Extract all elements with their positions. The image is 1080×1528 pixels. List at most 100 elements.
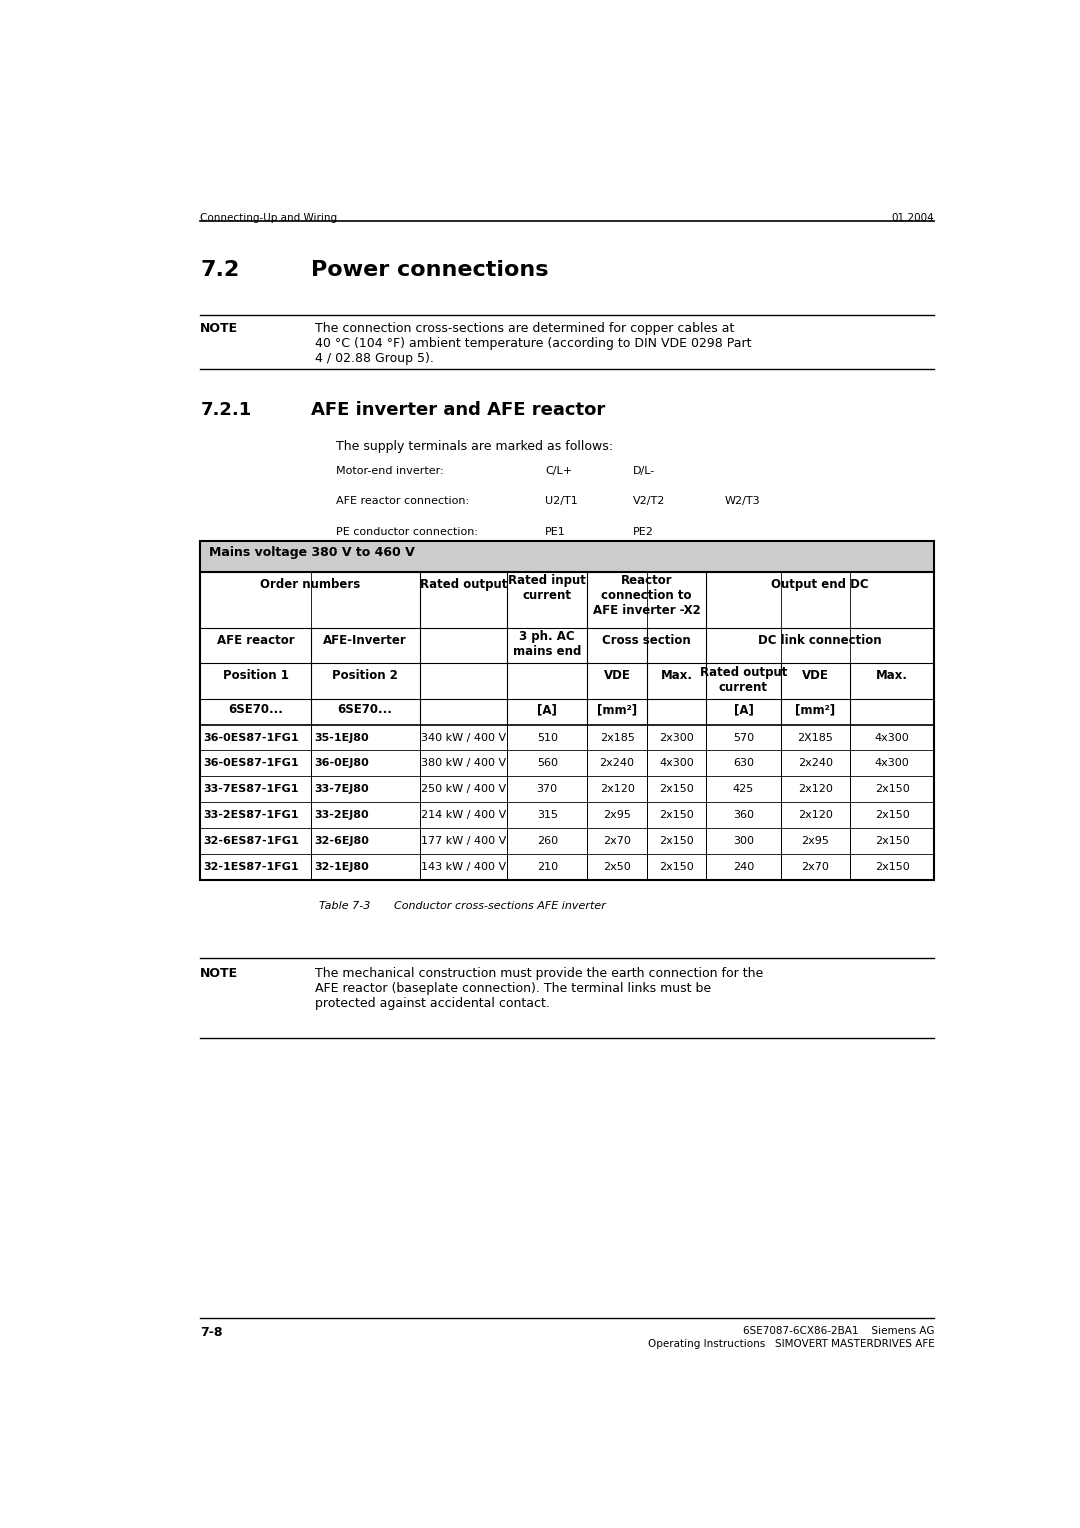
- Text: 7.2: 7.2: [200, 260, 240, 280]
- Text: PE conductor connection:: PE conductor connection:: [336, 527, 477, 536]
- Text: 210: 210: [537, 862, 557, 872]
- Text: 2x70: 2x70: [603, 836, 631, 847]
- Text: 6SE70...: 6SE70...: [338, 703, 393, 717]
- Text: Power connections: Power connections: [311, 260, 549, 280]
- Text: The mechanical construction must provide the earth connection for the
AFE reacto: The mechanical construction must provide…: [315, 967, 764, 1010]
- Text: 36-0EJ80: 36-0EJ80: [314, 758, 369, 769]
- Text: 36-0ES87-1FG1: 36-0ES87-1FG1: [204, 758, 299, 769]
- Text: 2x150: 2x150: [875, 784, 909, 795]
- Text: AFE-Inverter: AFE-Inverter: [323, 634, 407, 646]
- Text: 35-1EJ80: 35-1EJ80: [314, 732, 368, 743]
- Text: 2x150: 2x150: [659, 810, 694, 821]
- Text: Reactor
connection to
AFE inverter -X2: Reactor connection to AFE inverter -X2: [593, 575, 700, 617]
- Text: 33-7ES87-1FG1: 33-7ES87-1FG1: [204, 784, 299, 795]
- Text: 425: 425: [733, 784, 754, 795]
- Text: Table 7-3: Table 7-3: [320, 902, 370, 911]
- Text: C/L+: C/L+: [545, 466, 572, 475]
- Text: [A]: [A]: [537, 703, 557, 717]
- Text: [A]: [A]: [733, 703, 754, 717]
- Text: 2x150: 2x150: [659, 836, 694, 847]
- Text: 570: 570: [733, 732, 754, 743]
- Text: 2x50: 2x50: [604, 862, 631, 872]
- Text: 2x95: 2x95: [603, 810, 631, 821]
- Text: 33-7EJ80: 33-7EJ80: [314, 784, 368, 795]
- Text: 2x150: 2x150: [875, 836, 909, 847]
- Text: 32-1EJ80: 32-1EJ80: [314, 862, 369, 872]
- Text: 2x150: 2x150: [875, 810, 909, 821]
- Text: 2X185: 2X185: [797, 732, 834, 743]
- Text: 33-2ES87-1FG1: 33-2ES87-1FG1: [204, 810, 299, 821]
- Text: 380 kW / 400 V: 380 kW / 400 V: [421, 758, 507, 769]
- Text: 177 kW / 400 V: 177 kW / 400 V: [421, 836, 507, 847]
- Text: 2x150: 2x150: [659, 862, 694, 872]
- Text: 560: 560: [537, 758, 557, 769]
- Text: Position 2: Position 2: [333, 669, 399, 683]
- Text: Mains voltage 380 V to 460 V: Mains voltage 380 V to 460 V: [208, 545, 415, 559]
- Text: Cross section: Cross section: [602, 634, 691, 646]
- Text: 2x240: 2x240: [798, 758, 833, 769]
- Text: PE2: PE2: [633, 527, 653, 536]
- Text: VDE: VDE: [604, 669, 631, 683]
- Text: Motor-end inverter:: Motor-end inverter:: [336, 466, 444, 475]
- Text: Operating Instructions   SIMOVERT MASTERDRIVES AFE: Operating Instructions SIMOVERT MASTERDR…: [648, 1339, 934, 1349]
- Text: 7-8: 7-8: [200, 1326, 222, 1339]
- Text: Position 1: Position 1: [222, 669, 288, 683]
- Text: 6SE7087-6CX86-2BA1    Siemens AG: 6SE7087-6CX86-2BA1 Siemens AG: [743, 1326, 934, 1335]
- Text: 370: 370: [537, 784, 557, 795]
- Text: 2x185: 2x185: [599, 732, 635, 743]
- Text: 2x120: 2x120: [599, 784, 635, 795]
- Text: 630: 630: [733, 758, 754, 769]
- Text: [mm²]: [mm²]: [597, 703, 637, 717]
- Text: 360: 360: [733, 810, 754, 821]
- Text: 240: 240: [733, 862, 754, 872]
- Text: 2x95: 2x95: [801, 836, 829, 847]
- Text: Rated output
current: Rated output current: [700, 666, 787, 694]
- Text: 01.2004: 01.2004: [892, 212, 934, 223]
- Text: 340 kW / 400 V: 340 kW / 400 V: [421, 732, 507, 743]
- Text: 2x150: 2x150: [659, 784, 694, 795]
- Bar: [200, 541, 934, 571]
- Text: The connection cross-sections are determined for copper cables at
40 °C (104 °F): The connection cross-sections are determ…: [315, 322, 752, 365]
- Text: AFE reactor connection:: AFE reactor connection:: [336, 497, 469, 506]
- Text: 143 kW / 400 V: 143 kW / 400 V: [421, 862, 507, 872]
- Text: Output end DC: Output end DC: [771, 578, 869, 590]
- Text: VDE: VDE: [802, 669, 829, 683]
- Text: Conductor cross-sections AFE inverter: Conductor cross-sections AFE inverter: [394, 902, 606, 911]
- Text: 250 kW / 400 V: 250 kW / 400 V: [421, 784, 507, 795]
- Text: 2x120: 2x120: [798, 810, 833, 821]
- Text: U2/T1: U2/T1: [545, 497, 578, 506]
- Text: 3 ph. AC
mains end: 3 ph. AC mains end: [513, 631, 581, 659]
- Text: The supply terminals are marked as follows:: The supply terminals are marked as follo…: [336, 440, 612, 452]
- Text: Rated input
current: Rated input current: [509, 575, 586, 602]
- Bar: [200, 541, 934, 880]
- Text: 510: 510: [537, 732, 557, 743]
- Text: W2/T3: W2/T3: [725, 497, 760, 506]
- Text: 32-6ES87-1FG1: 32-6ES87-1FG1: [204, 836, 299, 847]
- Text: 6SE70...: 6SE70...: [228, 703, 283, 717]
- Text: Max.: Max.: [876, 669, 908, 683]
- Text: AFE reactor: AFE reactor: [217, 634, 295, 646]
- Text: 214 kW / 400 V: 214 kW / 400 V: [421, 810, 507, 821]
- Text: 2x120: 2x120: [798, 784, 833, 795]
- Text: 32-1ES87-1FG1: 32-1ES87-1FG1: [204, 862, 299, 872]
- Text: 315: 315: [537, 810, 557, 821]
- Text: DC link connection: DC link connection: [758, 634, 882, 646]
- Text: V2/T2: V2/T2: [633, 497, 665, 506]
- Text: NOTE: NOTE: [200, 967, 239, 979]
- Text: 4x300: 4x300: [875, 758, 909, 769]
- Text: 36-0ES87-1FG1: 36-0ES87-1FG1: [204, 732, 299, 743]
- Text: Order numbers: Order numbers: [260, 578, 360, 590]
- Text: AFE inverter and AFE reactor: AFE inverter and AFE reactor: [311, 400, 605, 419]
- Text: Connecting-Up and Wiring: Connecting-Up and Wiring: [200, 212, 337, 223]
- Text: 2x300: 2x300: [659, 732, 694, 743]
- Text: 260: 260: [537, 836, 557, 847]
- Text: 2x240: 2x240: [599, 758, 635, 769]
- Text: [mm²]: [mm²]: [795, 703, 836, 717]
- Text: 2x150: 2x150: [875, 862, 909, 872]
- Text: D/L-: D/L-: [633, 466, 656, 475]
- Text: PE1: PE1: [545, 527, 566, 536]
- Text: 2x70: 2x70: [801, 862, 829, 872]
- Text: Rated output: Rated output: [420, 578, 508, 590]
- Text: 33-2EJ80: 33-2EJ80: [314, 810, 368, 821]
- Text: 4x300: 4x300: [875, 732, 909, 743]
